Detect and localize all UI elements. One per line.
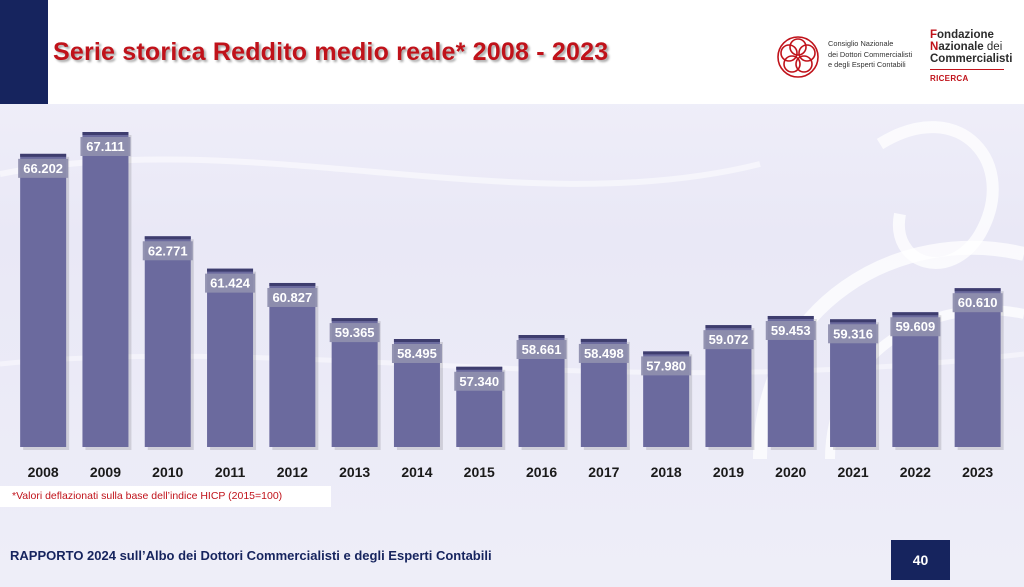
bar-top-edge (705, 325, 752, 329)
x-tick-label: 2023 (962, 464, 994, 480)
fndc-commercialisti: Commercialisti (930, 53, 1013, 65)
bar-top-edge (144, 236, 191, 240)
bar-top-edge (518, 335, 565, 339)
fndc-azionale: azionale (938, 41, 984, 53)
value-label: 58.495 (397, 346, 437, 361)
bar-top-edge (643, 351, 690, 355)
value-label: 59.072 (709, 332, 749, 347)
header-accent-bar (0, 0, 48, 104)
bar-2023 (954, 288, 1001, 447)
slide-header: Serie storica Reddito medio reale* 2008 … (0, 0, 1024, 104)
x-tick-label: 2014 (401, 464, 433, 480)
x-tick-label: 2019 (712, 464, 745, 480)
value-label-bg (142, 241, 193, 261)
value-label-bg (952, 293, 1003, 313)
fndc-n: N (930, 41, 939, 53)
x-axis-labels: 2008 2009 2010 2011 2012 2013 2014 2015 2016 2017… (0, 459, 1024, 483)
slide-title: Serie storica Reddito medio reale* 2008 … (53, 38, 609, 66)
x-tick-label: 2018 (650, 464, 682, 480)
x-tick-label: 2010 (152, 464, 184, 480)
bar-top-edge (82, 132, 129, 135)
value-label: 57.340 (459, 374, 499, 389)
bar-top-edge (331, 318, 378, 322)
value-label-bg (18, 158, 69, 178)
fndc-ricerca: RICERCA (930, 74, 969, 83)
x-tick-label: 2015 (463, 464, 495, 480)
value-label-bg (703, 330, 754, 350)
footer-text: RAPPORTO 2024 sull’Albo dei Dottori Comm… (10, 548, 492, 563)
value-label: 58.498 (584, 346, 624, 361)
value-label: 67.111 (86, 139, 124, 154)
bar-top-edge (767, 315, 814, 319)
value-label-bg (641, 356, 692, 376)
value-label-bg (890, 317, 941, 337)
bar-2009 (82, 132, 129, 447)
bar-2008 (20, 153, 67, 447)
x-tick-label: 2021 (837, 464, 869, 480)
cndc-logo-icon (777, 36, 819, 78)
page-number: 40 (891, 540, 950, 580)
bar-top-edge (954, 288, 1001, 292)
bar-2012 (269, 282, 316, 447)
x-tick-label: 2012 (276, 464, 308, 480)
fndc-ondazione: ondazione (937, 29, 994, 41)
value-label: 66.202 (23, 161, 63, 176)
value-label-bg (329, 323, 380, 343)
value-label-bg (578, 343, 629, 363)
value-label-bg (765, 320, 816, 340)
x-tick-label: 2017 (588, 464, 620, 480)
value-label-bg (516, 340, 567, 360)
value-label: 60.827 (272, 290, 312, 305)
value-label: 59.316 (833, 326, 873, 341)
value-label-bg (391, 344, 442, 364)
x-tick-label: 2008 (27, 464, 59, 480)
cndc-line-2: dei Dottori Commercialisti (828, 49, 913, 59)
value-label-bg (828, 324, 879, 344)
bar-2010 (144, 236, 191, 447)
fndc-dei: dei (983, 41, 1003, 53)
bar-top-edge (269, 282, 316, 286)
value-label: 58.661 (522, 342, 562, 357)
value-label-bg (205, 273, 256, 293)
footnote: *Valori deflazionati sulla base dell’ind… (12, 490, 283, 502)
bar-top-edge (892, 312, 939, 316)
fndc-f: F (930, 29, 938, 41)
x-tick-label: 2011 (214, 464, 246, 480)
value-label: 60.610 (958, 295, 998, 310)
value-label: 62.771 (148, 243, 188, 258)
cndc-line-3: e degli Esperti Contabili (828, 60, 906, 69)
x-tick-label: 2009 (89, 464, 122, 480)
x-tick-label: 2022 (899, 464, 931, 480)
x-tick-label: 2020 (775, 464, 807, 480)
x-tick-label: 2013 (339, 464, 371, 480)
footnote-box: *Valori deflazionati sulla base dell’ind… (0, 486, 331, 507)
bar-top-edge (456, 366, 503, 370)
bar-top-edge (207, 268, 254, 272)
value-label: 59.609 (895, 319, 935, 334)
fndc-logo: Fondazione Nazionale dei Commercialisti … (930, 29, 1012, 85)
x-tick-label: 2016 (525, 464, 558, 480)
value-label-bg (454, 371, 505, 391)
bar-top-edge (830, 319, 877, 323)
cndc-logo-text: Consiglio Nazionale dei Dottori Commerci… (828, 39, 912, 71)
chart-area: 66.202 67.111 62.771 61.424 60.827 59.365 58.4… (0, 104, 1024, 459)
bar-top-edge (20, 153, 67, 157)
value-label: 59.453 (771, 323, 811, 338)
bar-2011 (207, 268, 254, 447)
value-label: 61.424 (210, 276, 251, 291)
bar-top-edge (580, 338, 627, 342)
bar-top-edge (393, 339, 440, 343)
value-label-bg (267, 287, 318, 307)
cndc-line-1: Consiglio Nazionale (828, 39, 894, 48)
value-label: 59.365 (335, 325, 375, 340)
value-label: 57.980 (646, 358, 686, 373)
fndc-rule (930, 69, 1004, 70)
value-label-bg (80, 137, 131, 156)
bar-chart: 66.202 67.111 62.771 61.424 60.827 59.365 58.4… (18, 132, 1004, 450)
